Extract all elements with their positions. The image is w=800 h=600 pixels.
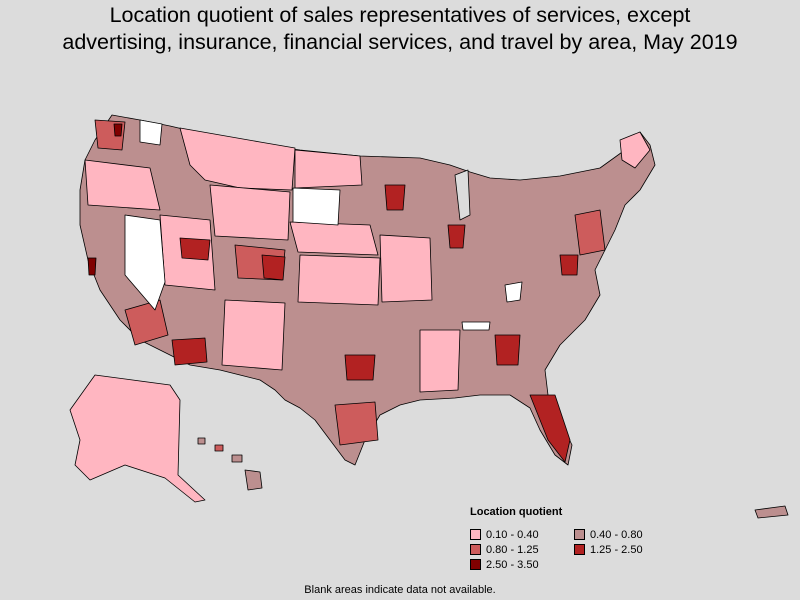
legend-label-3: 0.80 - 1.25 xyxy=(486,543,539,556)
region-maine[interactable] xyxy=(619,131,651,169)
legend-swatch-4 xyxy=(574,544,585,555)
legend-item-4: 1.25 - 2.50 xyxy=(574,543,684,556)
region-new-mexico[interactable] xyxy=(221,299,286,371)
region-north-dakota[interactable] xyxy=(294,149,363,189)
nodata-kentucky-wv[interactable] xyxy=(504,281,523,303)
region-denver[interactable] xyxy=(261,254,286,281)
region-kansas[interactable] xyxy=(297,254,381,306)
legend-item-5: 2.50 - 3.50 xyxy=(470,558,574,571)
region-mississippi[interactable] xyxy=(419,329,461,393)
nodata-tennessee[interactable] xyxy=(461,321,491,331)
hawaii-big-island[interactable] xyxy=(244,469,263,491)
map-title: Location quotient of sales representativ… xyxy=(0,2,800,56)
legend-title: Location quotient xyxy=(470,506,563,518)
title-line-1: Location quotient of sales representativ… xyxy=(109,3,691,27)
legend: Location quotient 0.10 - 0.40 0.40 - 0.8… xyxy=(470,506,690,571)
legend-item-2: 0.40 - 0.80 xyxy=(574,528,684,541)
region-minneapolis[interactable] xyxy=(384,184,406,211)
region-salt-lake[interactable] xyxy=(179,237,211,261)
legend-swatch-5 xyxy=(470,559,481,570)
legend-swatch-3 xyxy=(470,544,481,555)
region-houston[interactable] xyxy=(334,401,379,446)
region-nebraska[interactable] xyxy=(289,221,379,256)
legend-label-4: 1.25 - 2.50 xyxy=(590,543,643,556)
region-wyoming[interactable] xyxy=(209,184,291,241)
region-florida[interactable] xyxy=(529,394,571,463)
legend-item-3: 0.80 - 1.25 xyxy=(470,543,574,556)
alaska[interactable] xyxy=(69,374,206,503)
region-chicago[interactable] xyxy=(447,224,466,249)
region-phoenix[interactable] xyxy=(171,337,208,366)
legend-label-1: 0.10 - 0.40 xyxy=(486,528,539,541)
region-dallas[interactable] xyxy=(344,354,376,381)
title-line-2: advertising, insurance, financial servic… xyxy=(62,30,738,54)
hawaii-kauai[interactable] xyxy=(197,437,206,445)
region-iowa-missouri[interactable] xyxy=(379,234,433,303)
region-dc-area[interactable] xyxy=(559,254,579,276)
nodata-south-dakota[interactable] xyxy=(292,187,341,226)
puerto-rico[interactable] xyxy=(754,505,789,519)
region-oregon[interactable] xyxy=(84,159,161,211)
legend-item-1: 0.10 - 0.40 xyxy=(470,528,574,541)
region-seattle[interactable] xyxy=(113,123,123,137)
region-atlanta[interactable] xyxy=(494,334,521,366)
region-mid-atlantic[interactable] xyxy=(574,209,606,256)
region-montana[interactable] xyxy=(179,127,296,191)
hawaii-oahu[interactable] xyxy=(214,444,224,452)
hawaii-maui[interactable] xyxy=(231,454,243,463)
legend-label-2: 0.40 - 0.80 xyxy=(590,528,643,541)
region-san-francisco[interactable] xyxy=(87,257,97,276)
footnote: Blank areas indicate data not available. xyxy=(304,584,496,596)
legend-label-5: 2.50 - 3.50 xyxy=(486,558,539,571)
legend-swatch-1 xyxy=(470,529,481,540)
lake-michigan xyxy=(454,169,471,221)
legend-swatch-2 xyxy=(574,529,585,540)
nodata-washington-ne[interactable] xyxy=(139,119,163,146)
nodata-nevada[interactable] xyxy=(124,214,166,311)
region-arizona[interactable] xyxy=(124,299,169,346)
